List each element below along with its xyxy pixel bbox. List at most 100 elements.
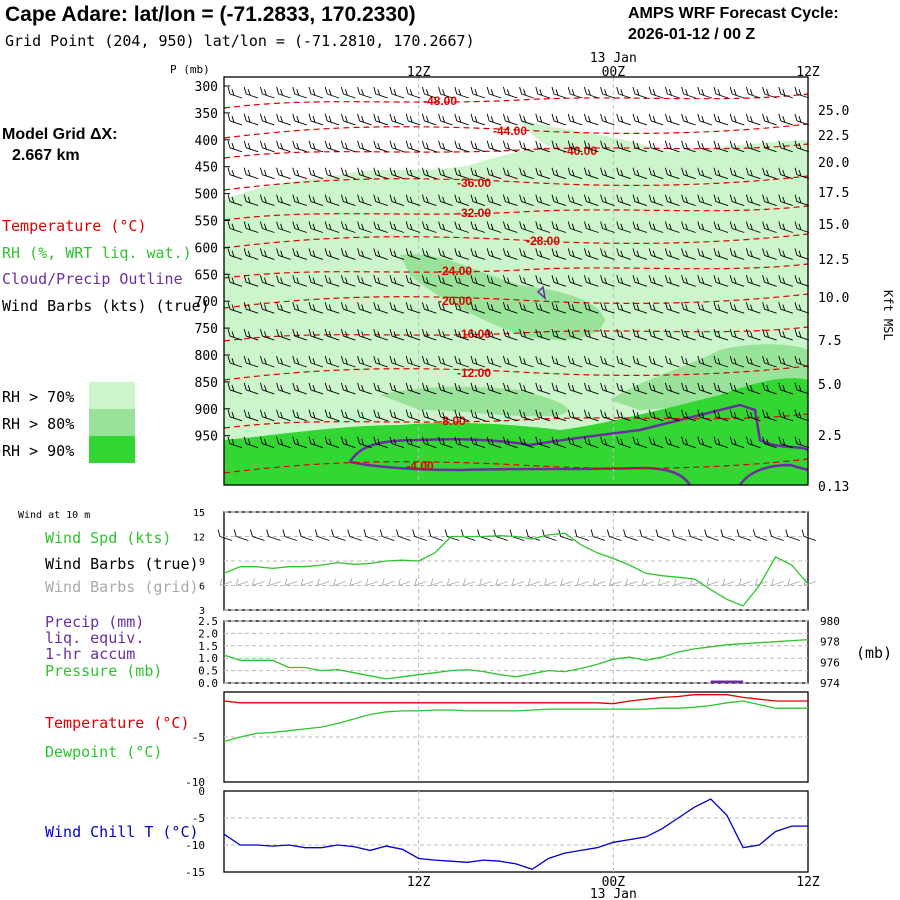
wind-barb: [713, 436, 729, 449]
wind-barb: [502, 221, 518, 233]
wind-barb: [389, 86, 405, 99]
wind-spd-label: Wind Spd (kts): [45, 529, 172, 547]
wind-barb-true: [477, 529, 492, 541]
wind-barb: [243, 113, 259, 126]
wind-barb: [324, 140, 340, 153]
height-tick-label: 2.5: [818, 429, 841, 444]
wind-barb: [664, 409, 680, 422]
wind-barb: [778, 382, 793, 395]
wind-barb: [405, 140, 421, 153]
wind-barb: [713, 328, 729, 341]
model-grid-value: 2.667 km: [12, 147, 80, 164]
wind-barb: [357, 221, 372, 233]
wind-barb: [648, 436, 664, 449]
wind-barb: [340, 436, 356, 449]
wind-barb: [405, 302, 421, 314]
wind-barb: [502, 86, 518, 99]
wind-barb-grid: [268, 578, 281, 586]
wind-barb: [778, 248, 793, 260]
wind-barb: [519, 221, 534, 233]
wind-barb: [697, 86, 712, 99]
wind-barb: [551, 86, 567, 99]
wind-barb: [713, 167, 729, 180]
cross-section-frame: [223, 76, 809, 486]
wind-barb: [486, 409, 502, 422]
wind-barb: [551, 140, 567, 153]
wind-barb: [454, 248, 469, 260]
wind-barb: [308, 275, 324, 287]
wind-barb: [389, 113, 405, 126]
wind-barb: [276, 328, 291, 341]
wind-barb: [421, 221, 437, 233]
wind-barb: [648, 328, 664, 341]
temperature-contour-label: -20.00: [438, 294, 472, 308]
wind-barb: [438, 248, 453, 260]
wind-barb-grid: [608, 578, 622, 586]
wind-barb: [227, 275, 243, 287]
wind-barb: [567, 355, 583, 368]
wind-barb: [762, 436, 777, 449]
wind-barb-grid: [706, 578, 719, 586]
precip-tick-label: 2.5: [198, 615, 218, 628]
wind-barb: [486, 355, 502, 368]
wind-barb: [357, 409, 372, 422]
wind-barb: [438, 86, 453, 99]
wind-barb: [357, 382, 372, 395]
wind-barb: [470, 221, 486, 233]
wind-barb: [762, 140, 777, 153]
wind-barb: [405, 355, 421, 368]
wind-barb: [681, 167, 696, 180]
wind-barb: [794, 382, 810, 395]
wind-barb: [697, 275, 712, 287]
wind-barb: [794, 140, 810, 153]
time-label-bottom-12z-a: 12Z: [407, 875, 431, 890]
wind-barb: [340, 409, 356, 422]
wind-barb: [745, 328, 761, 341]
wind-barb: [405, 328, 421, 341]
wind-barb: [470, 248, 486, 260]
wind-barb: [762, 248, 777, 260]
wind-barb: [324, 382, 340, 395]
wind-barb: [794, 409, 810, 422]
wind-barb: [438, 302, 453, 314]
pressure-tick-label: 700: [195, 295, 218, 310]
wind-barb: [600, 302, 615, 314]
wind-barb: [405, 194, 421, 207]
wind-barb: [276, 221, 291, 233]
cloud-outline-right: [738, 463, 809, 486]
wind-barb: [551, 355, 567, 368]
wind-barb: [324, 248, 340, 260]
cycle-line-1: AMPS WRF Forecast Cycle:: [628, 5, 839, 22]
precip-tick-label: 1.5: [198, 640, 218, 653]
wind-barb-grid: [284, 578, 298, 586]
wind-barb: [745, 436, 761, 449]
wind-barb: [745, 221, 761, 233]
wind-barb: [519, 140, 534, 153]
wind-barb: [373, 248, 388, 260]
wind-barb: [794, 113, 810, 126]
windchill-panel: [223, 790, 809, 873]
cloud-outline-lower: [349, 460, 692, 486]
wind-barb: [486, 140, 502, 153]
precip-tick-label: 1.0: [198, 652, 218, 665]
precip-bar: [710, 680, 744, 683]
wind-barb: [308, 328, 324, 341]
wind-barb: [729, 328, 745, 341]
rh80-mid-region: [400, 254, 605, 340]
wind-barb: [259, 86, 275, 99]
wind-barb: [454, 382, 469, 395]
wind-barb: [713, 86, 729, 99]
wind-barb: [454, 113, 469, 126]
wind-barb: [276, 167, 291, 180]
wind-barb: [778, 436, 793, 449]
wind-barb: [583, 328, 599, 341]
wind-speed-line: [223, 532, 809, 607]
wind-barb: [583, 221, 599, 233]
wind-barb: [535, 355, 550, 368]
wind-barb: [729, 167, 745, 180]
wind-barb: [373, 328, 388, 341]
wind-barb: [243, 328, 259, 341]
wind-barb-true: [655, 529, 671, 541]
wind-barb: [535, 194, 550, 207]
wind-barbs-grid-label: Wind Barbs (grid): [45, 578, 199, 596]
